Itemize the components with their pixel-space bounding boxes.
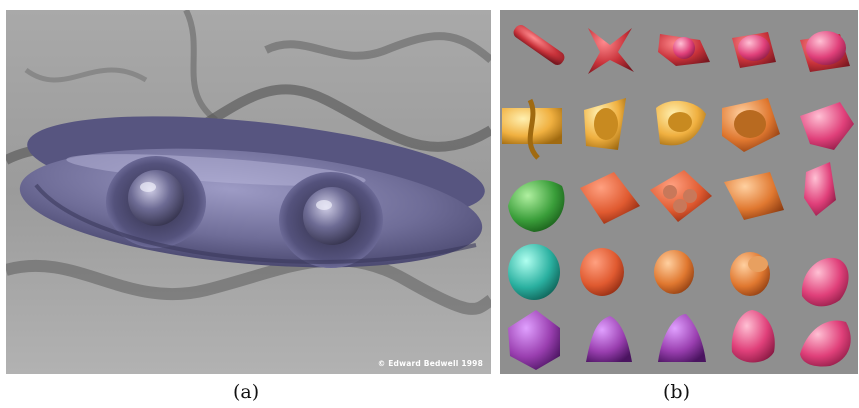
caption-b: (b) [663, 381, 690, 403]
copyright-credit: © Edward Bedwell 1998 [377, 359, 483, 368]
shape-grid-render [500, 10, 858, 374]
ring-surface-render [6, 10, 491, 374]
shape-row-4 [508, 244, 849, 307]
rendered-image-a: © Edward Bedwell 1998 [6, 10, 491, 374]
shape-row-5 [508, 310, 851, 370]
shape-row-3 [508, 162, 836, 232]
rendered-image-b [500, 10, 858, 374]
shape-row-1 [513, 24, 850, 74]
caption-a: (a) [233, 381, 260, 403]
shape-row-2 [502, 98, 854, 160]
